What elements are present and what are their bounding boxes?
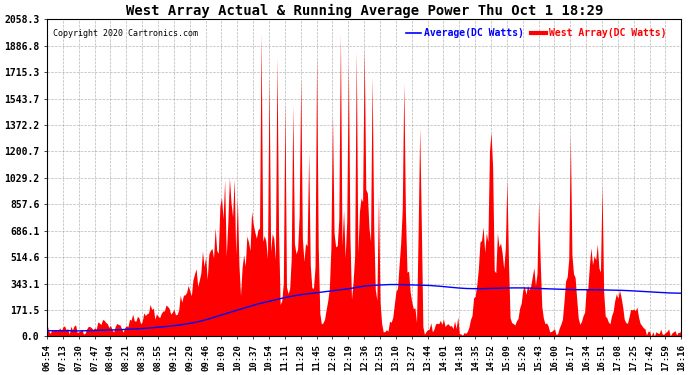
Title: West Array Actual & Running Average Power Thu Oct 1 18:29: West Array Actual & Running Average Powe… bbox=[126, 4, 603, 18]
Text: Copyright 2020 Cartronics.com: Copyright 2020 Cartronics.com bbox=[53, 29, 199, 38]
Legend: Average(DC Watts), West Array(DC Watts): Average(DC Watts), West Array(DC Watts) bbox=[402, 24, 670, 42]
